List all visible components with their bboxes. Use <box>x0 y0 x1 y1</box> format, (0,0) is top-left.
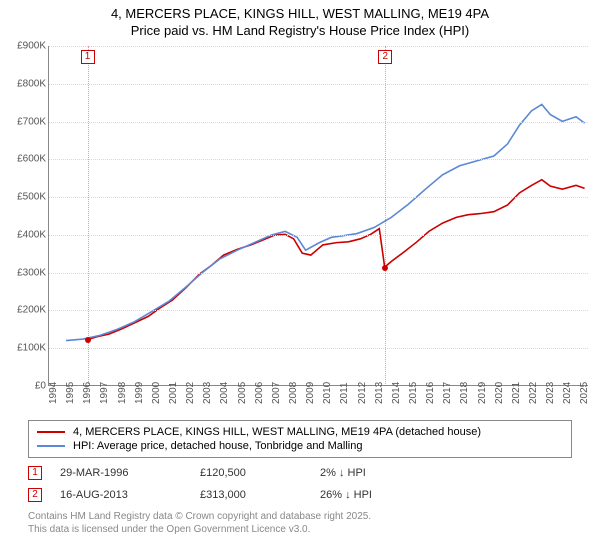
transaction-date: 29-MAR-1996 <box>60 467 200 479</box>
x-tick-label: 2025 <box>579 382 590 404</box>
gridline <box>49 122 588 123</box>
chart-svg <box>49 46 588 385</box>
x-tick-label: 2024 <box>562 382 573 404</box>
x-tick-label: 2015 <box>408 382 419 404</box>
gridline <box>49 159 588 160</box>
x-tick-label: 2013 <box>374 382 385 404</box>
x-tick-label: 1998 <box>117 382 128 404</box>
y-tick-label: £500K <box>17 192 46 203</box>
x-tick-label: 2022 <box>528 382 539 404</box>
chart-area: £0 £100K £200K £300K £400K £500K £600K £700K £80… <box>10 46 590 416</box>
y-tick-label: £600K <box>17 154 46 165</box>
plot-region: 12 <box>48 46 588 386</box>
transaction-hpi: 2% ↓ HPI <box>320 467 440 479</box>
x-tick-label: 2007 <box>271 382 282 404</box>
x-tick-label: 2002 <box>185 382 196 404</box>
transaction-hpi: 26% ↓ HPI <box>320 489 440 501</box>
x-tick-label: 2014 <box>391 382 402 404</box>
x-tick-label: 2021 <box>511 382 522 404</box>
x-tick-label: 2019 <box>477 382 488 404</box>
y-tick-label: £800K <box>17 78 46 89</box>
gridline <box>49 46 588 47</box>
gridline <box>49 84 588 85</box>
x-tick-label: 2008 <box>288 382 299 404</box>
gridline <box>49 310 588 311</box>
marker-label: 1 <box>81 50 95 64</box>
x-tick-label: 1999 <box>134 382 145 404</box>
marker-vline <box>88 46 89 386</box>
x-tick-label: 1997 <box>99 382 110 404</box>
x-tick-label: 2017 <box>442 382 453 404</box>
legend-item: 4, MERCERS PLACE, KINGS HILL, WEST MALLI… <box>37 425 563 439</box>
y-tick-label: £300K <box>17 267 46 278</box>
transaction-marker: 1 <box>28 466 42 480</box>
x-tick-label: 1994 <box>48 382 59 404</box>
y-tick-label: £100K <box>17 343 46 354</box>
footer-attribution: Contains HM Land Registry data © Crown c… <box>28 510 572 536</box>
x-tick-label: 2005 <box>237 382 248 404</box>
y-tick-label: £0 <box>35 381 46 392</box>
x-tick-label: 2016 <box>425 382 436 404</box>
x-axis: 1994199519961997199819992000200120022003… <box>48 386 588 416</box>
transaction-table: 1 29-MAR-1996£120,5002% ↓ HPI 2 16-AUG-2013… <box>28 462 572 506</box>
y-axis: £0£100K£200K£300K£400K£500K£600K£700K£80… <box>10 46 48 386</box>
x-tick-label: 2012 <box>357 382 368 404</box>
marker-dot <box>85 337 91 343</box>
transaction-row: 2 16-AUG-2013£313,00026% ↓ HPI <box>28 484 572 506</box>
y-tick-label: £700K <box>17 116 46 127</box>
gridline <box>49 197 588 198</box>
x-tick-label: 2020 <box>494 382 505 404</box>
gridline <box>49 273 588 274</box>
y-tick-label: £400K <box>17 229 46 240</box>
legend-swatch <box>37 445 65 447</box>
legend-item: HPI: Average price, detached house, Tonb… <box>37 439 563 453</box>
chart-title-line2: Price paid vs. HM Land Registry's House … <box>0 23 600 46</box>
chart-title-line1: 4, MERCERS PLACE, KINGS HILL, WEST MALLI… <box>0 0 600 23</box>
x-tick-label: 2011 <box>339 382 350 404</box>
legend-label: HPI: Average price, detached house, Tonb… <box>73 440 362 452</box>
x-tick-label: 2010 <box>322 382 333 404</box>
x-tick-label: 2006 <box>254 382 265 404</box>
gridline <box>49 348 588 349</box>
transaction-date: 16-AUG-2013 <box>60 489 200 501</box>
x-tick-label: 2003 <box>202 382 213 404</box>
x-tick-label: 2004 <box>219 382 230 404</box>
transaction-marker: 2 <box>28 488 42 502</box>
transaction-price: £120,500 <box>200 467 320 479</box>
x-tick-label: 2001 <box>168 382 179 404</box>
marker-vline <box>385 46 386 386</box>
y-tick-label: £900K <box>17 41 46 52</box>
x-tick-label: 1996 <box>82 382 93 404</box>
footer-line1: Contains HM Land Registry data © Crown c… <box>28 510 572 523</box>
series-price_paid <box>88 180 585 340</box>
footer-line2: This data is licensed under the Open Gov… <box>28 523 572 536</box>
marker-dot <box>382 265 388 271</box>
x-tick-label: 2009 <box>305 382 316 404</box>
x-tick-label: 2018 <box>459 382 470 404</box>
series-hpi <box>66 104 585 340</box>
legend: 4, MERCERS PLACE, KINGS HILL, WEST MALLI… <box>28 420 572 458</box>
y-tick-label: £200K <box>17 305 46 316</box>
legend-swatch <box>37 431 65 433</box>
x-tick-label: 2023 <box>545 382 556 404</box>
transaction-row: 1 29-MAR-1996£120,5002% ↓ HPI <box>28 462 572 484</box>
x-tick-label: 2000 <box>151 382 162 404</box>
x-tick-label: 1995 <box>65 382 76 404</box>
gridline <box>49 235 588 236</box>
marker-label: 2 <box>378 50 392 64</box>
transaction-price: £313,000 <box>200 489 320 501</box>
legend-label: 4, MERCERS PLACE, KINGS HILL, WEST MALLI… <box>73 426 481 438</box>
